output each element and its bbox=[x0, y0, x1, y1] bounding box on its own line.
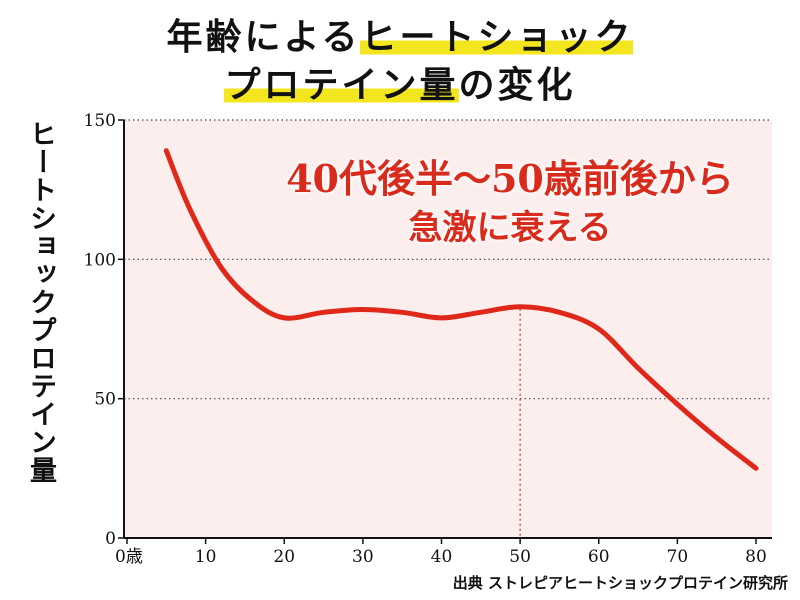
x-tick-label: 50 bbox=[509, 547, 531, 567]
x-tick-label: 30 bbox=[352, 547, 374, 567]
chart-title-line-2: プロテイン量の変化 bbox=[0, 56, 800, 108]
title-highlighted-part: プロテイン量 bbox=[224, 64, 459, 106]
x-tick-label: 60 bbox=[588, 547, 610, 567]
x-tick-label: 70 bbox=[667, 547, 689, 567]
title-plain-part: 年齢による bbox=[166, 16, 361, 58]
y-tick-label: 0 bbox=[105, 529, 116, 549]
annotation-line-1: 40代後半〜50歳前後から bbox=[286, 156, 734, 201]
annotation-line-2: 急激に衰える bbox=[408, 208, 612, 248]
axes bbox=[123, 120, 772, 539]
title-plain-part: の変化 bbox=[458, 64, 576, 106]
grid-lines bbox=[124, 119, 772, 400]
x-tick-label: 40 bbox=[431, 547, 453, 567]
chart-title-line-1: 年齢によるヒートショック bbox=[0, 8, 800, 60]
y-tick-label: 50 bbox=[94, 390, 116, 410]
y-tick-label: 100 bbox=[84, 250, 116, 270]
x-tick-label: 0歳 bbox=[115, 547, 143, 567]
y-axis-label: ヒートショックプロテイン量 bbox=[25, 120, 56, 484]
x-tick-label: 20 bbox=[273, 547, 295, 567]
y-tick-label: 150 bbox=[84, 111, 116, 131]
x-tick-label: 10 bbox=[195, 547, 217, 567]
x-tick-label: 80 bbox=[745, 547, 767, 567]
title-highlighted-part: ヒートショック bbox=[360, 16, 634, 58]
series-line bbox=[163, 148, 759, 471]
plot-area bbox=[124, 120, 772, 538]
source-credit: 出典 ストレピアヒートショックプロテイン研究所 bbox=[452, 574, 788, 592]
tick-labels: 0 50 100 150 0歳 10 20 30 40 50 60 70 80 bbox=[84, 111, 767, 567]
